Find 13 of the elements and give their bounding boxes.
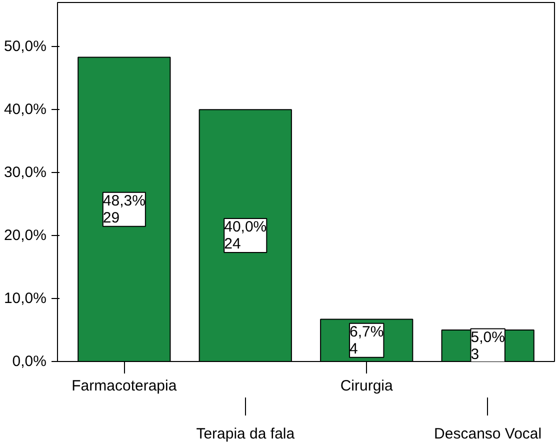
data-label: 5,0% 3: [470, 328, 505, 363]
y-tick-label: 0,0%: [12, 353, 47, 370]
x-tick-label: Descanso Vocal: [434, 426, 542, 442]
data-label: 40,0% 24: [224, 218, 267, 253]
x-tick-label: Cirurgia: [340, 378, 394, 394]
y-tick-label: 50,0%: [4, 38, 47, 56]
x-tick-label: Terapia da fala: [196, 426, 296, 442]
bar: [198, 109, 292, 362]
y-tick-label: 10,0%: [4, 290, 47, 308]
y-tick-label: 40,0%: [4, 101, 47, 118]
x-tick-label: Farmacoterapia: [72, 378, 178, 394]
y-tick-label: 30,0%: [4, 164, 47, 182]
y-tick-label: 20,0%: [4, 227, 47, 244]
